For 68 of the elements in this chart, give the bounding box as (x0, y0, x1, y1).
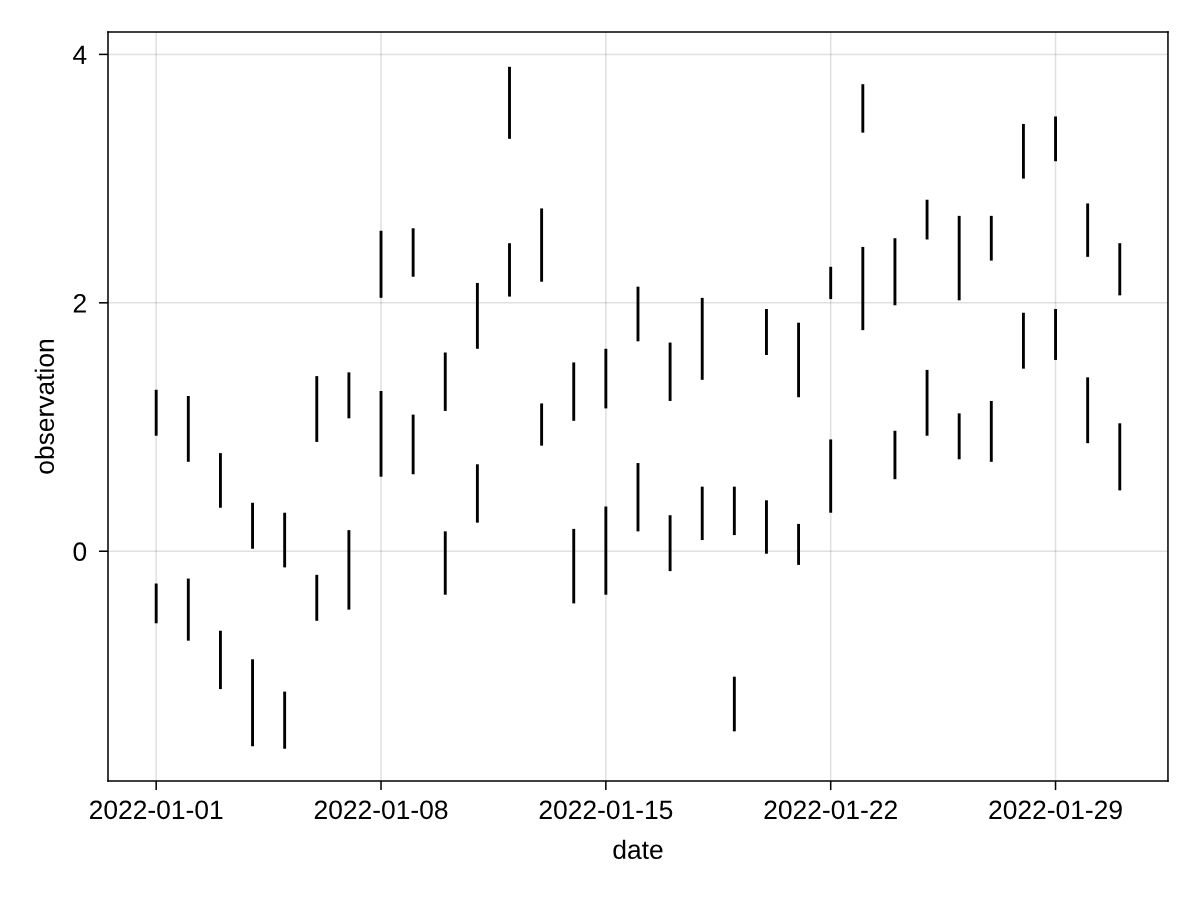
bar (1086, 377, 1090, 444)
bar (251, 659, 254, 747)
bar (861, 246, 865, 331)
bar (315, 574, 319, 621)
bar (1021, 312, 1025, 369)
bar (829, 439, 833, 513)
bar (765, 500, 768, 554)
bar (443, 531, 447, 595)
bar (765, 309, 768, 355)
bar (540, 403, 544, 446)
bar (1021, 123, 1025, 179)
bar (1054, 309, 1057, 360)
y-tick-label: 0 (73, 542, 87, 562)
bar (475, 282, 479, 349)
bar (797, 523, 801, 565)
bar (347, 530, 351, 610)
bar (604, 506, 608, 595)
bar (797, 322, 801, 398)
bar (668, 342, 672, 401)
bar (411, 228, 415, 277)
bar (283, 691, 287, 749)
bar (218, 630, 222, 690)
x-axis-title: date (613, 839, 663, 860)
bar (700, 486, 704, 541)
bar (732, 676, 736, 732)
bar (989, 400, 993, 462)
bar (604, 348, 608, 409)
bar (700, 297, 704, 380)
bar (1054, 116, 1057, 162)
bar (186, 578, 190, 641)
bar (251, 502, 254, 549)
bar (186, 395, 190, 462)
bar (1118, 243, 1122, 296)
y-axis-title: observation (34, 340, 55, 474)
bar (668, 515, 672, 572)
bar (957, 413, 961, 460)
x-tick-label: 2022-01-08 (314, 800, 448, 820)
bar (218, 453, 222, 508)
bar (508, 243, 511, 297)
x-tick-label: 2022-01-01 (90, 800, 223, 820)
x-tick-label: 2022-01-22 (764, 800, 897, 820)
bar (315, 376, 319, 442)
bar (829, 266, 833, 300)
y-tick-label: 4 (73, 45, 87, 64)
x-tick-label: 2022-01-15 (539, 800, 673, 820)
y-tick-label: 2 (73, 293, 86, 313)
bar (475, 464, 479, 523)
bar (1086, 203, 1090, 257)
bar (154, 583, 158, 624)
bar (443, 352, 447, 411)
bar (540, 208, 544, 282)
bar (572, 528, 576, 604)
bar (957, 215, 961, 301)
bar (893, 430, 897, 480)
bar (989, 215, 993, 261)
bar (283, 512, 287, 568)
bar (508, 66, 511, 139)
bar (572, 362, 576, 421)
bar (732, 486, 736, 536)
bar (1118, 423, 1122, 491)
bar (411, 414, 415, 475)
bar (861, 84, 865, 133)
bar (925, 199, 929, 240)
bar (347, 372, 351, 419)
bar (925, 369, 929, 436)
x-tick-label: 2022-01-29 (989, 800, 1122, 820)
bar (893, 238, 897, 306)
bar (154, 389, 158, 436)
